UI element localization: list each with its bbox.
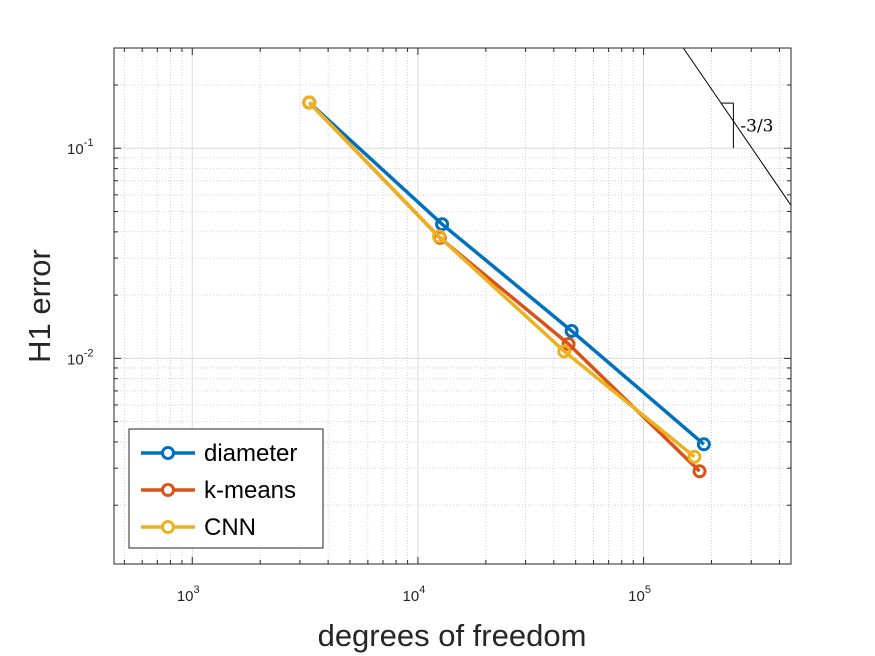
x-tick-exponent: 5 — [645, 584, 651, 596]
legend-swatch-marker — [161, 520, 175, 534]
y-tick-exponent: -2 — [84, 347, 94, 359]
y-tick-base: 10 — [67, 141, 84, 158]
y-tick-base: 10 — [67, 351, 84, 368]
y-axis-title: H1 error — [22, 249, 57, 363]
y-tick-label: 10-2 — [67, 347, 93, 368]
slope-triangle: -3/3 — [682, 47, 792, 206]
series-line — [308, 101, 696, 459]
legend-label: diameter — [204, 440, 297, 467]
legend-entry-k-means: k-means — [141, 477, 296, 504]
data-point — [564, 323, 579, 338]
legend-entry-diameter: diameter — [141, 440, 297, 467]
legend-swatch-marker — [161, 446, 175, 460]
slope-label: -3/3 — [740, 117, 773, 137]
slope-reference-line — [682, 47, 792, 206]
x-tick-label: 104 — [403, 584, 426, 605]
major-grid — [114, 48, 791, 564]
y-tick-label: 10-1 — [67, 137, 93, 158]
series-group — [302, 95, 711, 479]
minor-grid — [114, 48, 791, 564]
data-point — [696, 437, 711, 452]
data-point — [692, 464, 707, 479]
series-CNN — [302, 95, 702, 464]
data-point — [557, 344, 572, 359]
x-axis-title: degrees of freedom — [318, 618, 587, 653]
y-tick-labels: 10-210-1 — [67, 137, 93, 368]
legend-entry-CNN: CNN — [141, 514, 256, 541]
series-line — [308, 101, 706, 446]
x-tick-base: 10 — [177, 588, 194, 605]
legend-label: k-means — [204, 477, 296, 504]
data-point — [435, 217, 450, 232]
legend-label: CNN — [204, 514, 256, 541]
data-point — [302, 95, 317, 110]
legend: diameter k-means CNN — [128, 428, 324, 549]
x-tick-base: 10 — [403, 588, 420, 605]
x-tick-base: 10 — [628, 588, 645, 605]
x-tick-label: 103 — [177, 584, 200, 605]
data-point — [432, 229, 447, 244]
y-tick-exponent: -1 — [84, 137, 94, 149]
axis-ticks — [114, 48, 791, 564]
x-tick-exponent: 3 — [194, 584, 200, 596]
legend-swatch-marker — [161, 483, 175, 497]
plot-frame — [113, 47, 792, 565]
x-tick-exponent: 4 — [419, 584, 425, 596]
data-point — [687, 449, 702, 464]
x-tick-labels: 103 104 105 — [177, 584, 651, 605]
x-tick-label: 105 — [628, 584, 651, 605]
